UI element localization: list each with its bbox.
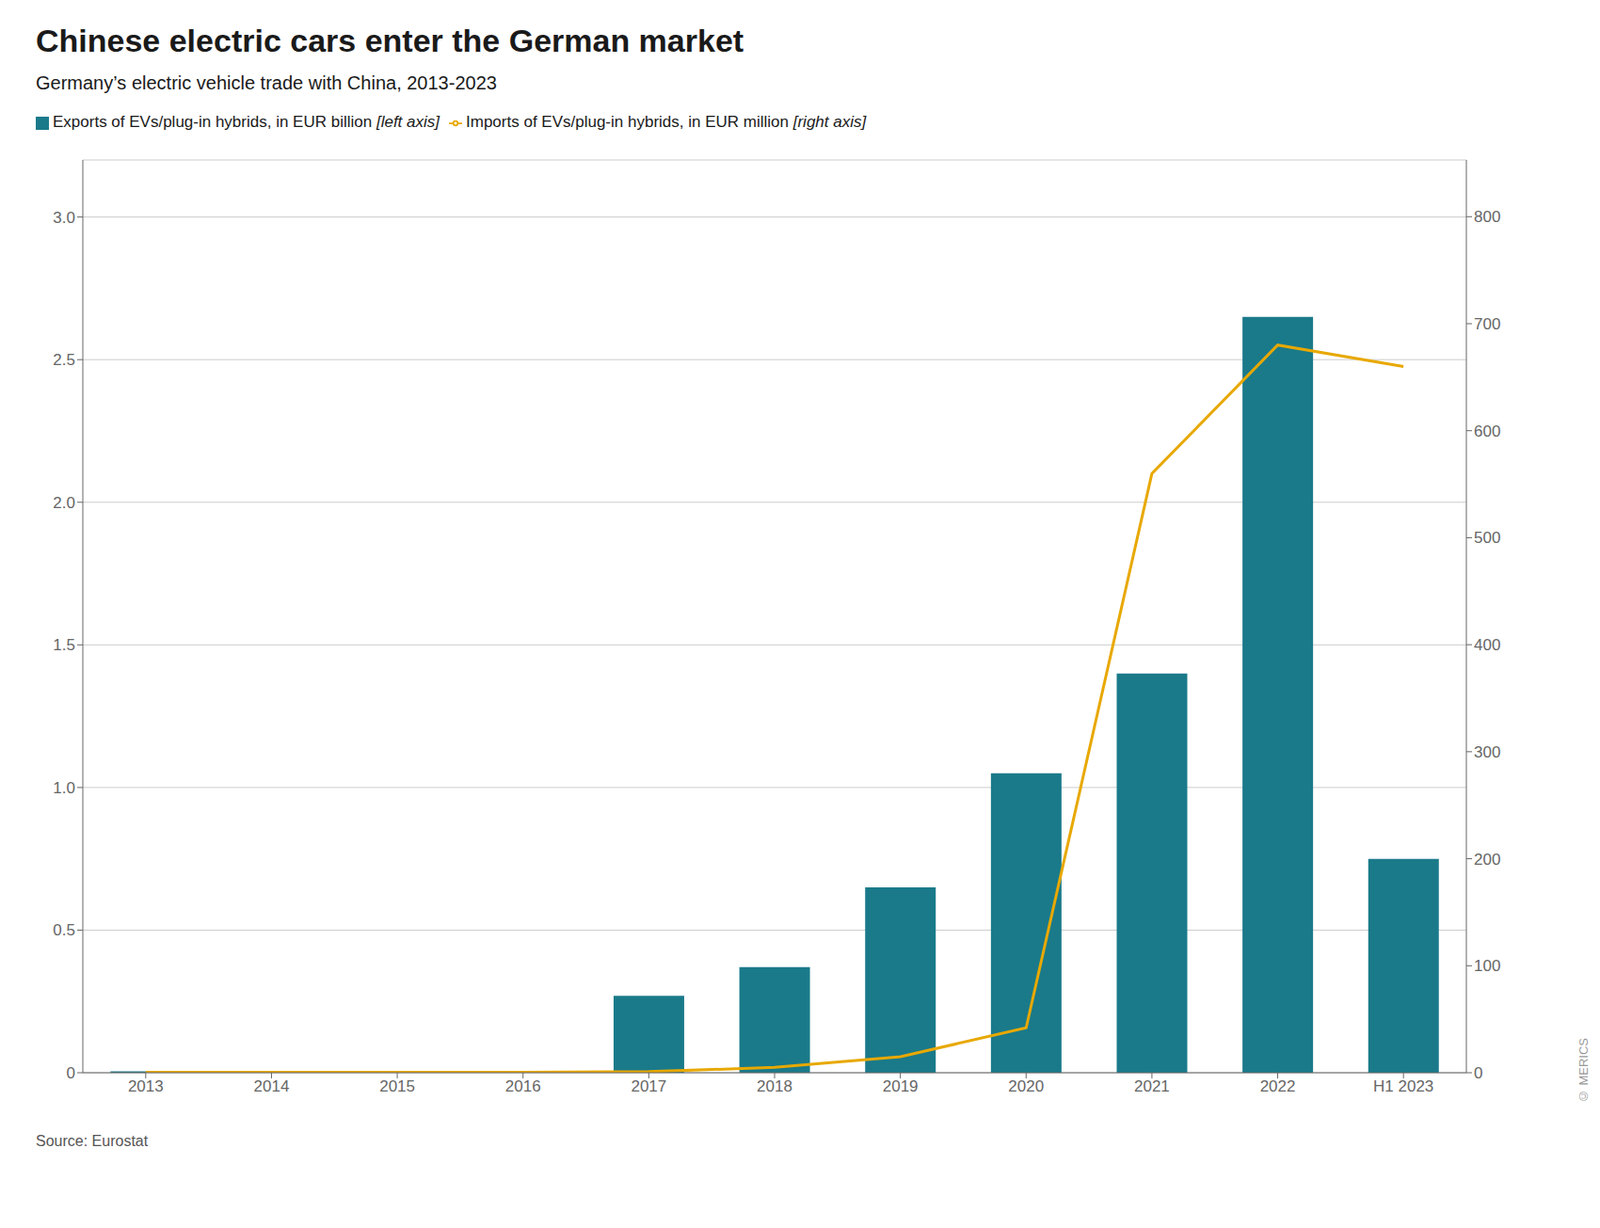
svg-text:2019: 2019 xyxy=(882,1077,919,1096)
svg-text:2014: 2014 xyxy=(254,1077,290,1096)
svg-text:0.5: 0.5 xyxy=(52,921,76,940)
svg-text:800: 800 xyxy=(1473,208,1501,226)
svg-text:1.0: 1.0 xyxy=(52,779,76,798)
svg-text:H1 2023: H1 2023 xyxy=(1373,1077,1434,1096)
svg-text:1.5: 1.5 xyxy=(52,636,76,655)
svg-text:2020: 2020 xyxy=(1008,1077,1044,1096)
svg-text:2016: 2016 xyxy=(505,1077,542,1096)
svg-text:2.0: 2.0 xyxy=(52,494,76,512)
html-text:Chinese electric cars enter th: Chinese electric cars enter the German m… xyxy=(35,22,744,59)
svg-text:2018: 2018 xyxy=(756,1077,793,1096)
svg-text:2.5: 2.5 xyxy=(52,351,76,369)
svg-text:0: 0 xyxy=(66,1064,76,1083)
html-text:Germany’s electric vehicle tra: Germany’s electric vehicle trade with Ch… xyxy=(35,72,497,94)
svg-text:2021: 2021 xyxy=(1134,1077,1170,1096)
svg-text:700: 700 xyxy=(1473,315,1501,334)
html-text:Imports of EVs/plug-in hybrids: Imports of EVs/plug-in hybrids, in EUR m… xyxy=(465,112,867,131)
svg-text:2013: 2013 xyxy=(128,1077,164,1096)
svg-text:100: 100 xyxy=(1473,957,1501,976)
html-text:Exports of EVs/plug-in hybrids: Exports of EVs/plug-in hybrids, in EUR b… xyxy=(52,112,440,131)
svg-text:3.0: 3.0 xyxy=(52,208,76,227)
svg-text:400: 400 xyxy=(1473,636,1501,655)
svg-text:600: 600 xyxy=(1473,422,1501,441)
svg-text:2015: 2015 xyxy=(379,1077,416,1096)
svg-text:2017: 2017 xyxy=(630,1077,667,1096)
svg-text:200: 200 xyxy=(1473,850,1501,869)
html-text:Source: Eurostat: Source: Eurostat xyxy=(35,1133,148,1150)
svg-text:500: 500 xyxy=(1473,528,1501,547)
svg-text:2022: 2022 xyxy=(1260,1077,1296,1096)
svg-text:300: 300 xyxy=(1473,743,1501,762)
html-text:© MERICS: © MERICS xyxy=(1576,1037,1591,1104)
svg-text:0: 0 xyxy=(1473,1064,1483,1083)
